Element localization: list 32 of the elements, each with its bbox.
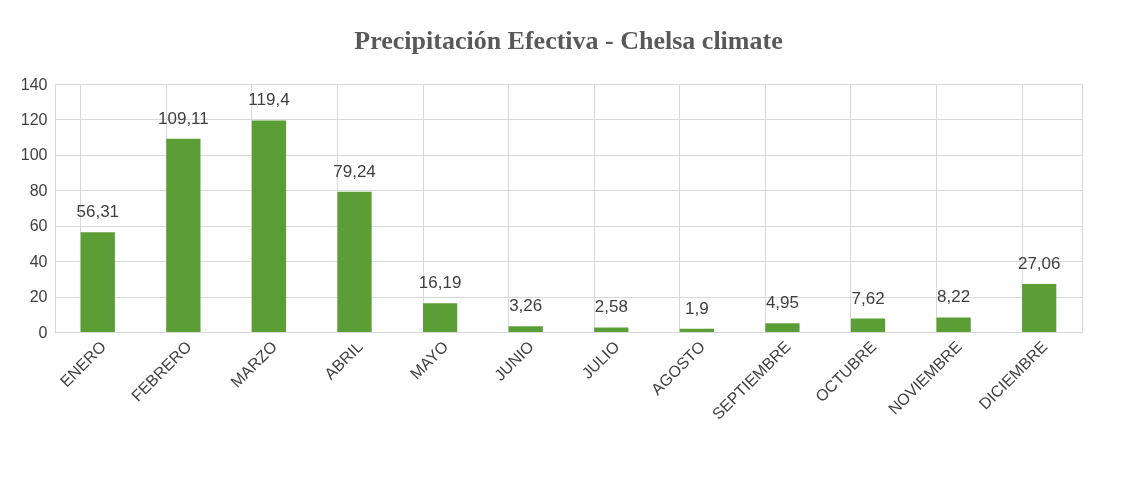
y-tick-label: 140 bbox=[20, 75, 48, 93]
data-label: 27,06 bbox=[1017, 254, 1061, 274]
y-tick-label: 20 bbox=[29, 288, 48, 306]
bar bbox=[936, 317, 971, 332]
data-label: 56,31 bbox=[76, 202, 120, 222]
bar bbox=[508, 326, 543, 332]
bar bbox=[1022, 284, 1057, 332]
data-label: 4,95 bbox=[765, 293, 800, 313]
data-label: 2,58 bbox=[594, 297, 628, 317]
data-label: 8,22 bbox=[937, 287, 971, 307]
bar bbox=[765, 323, 800, 332]
y-tick-label: 120 bbox=[20, 110, 48, 128]
data-label: 109,11 bbox=[158, 108, 209, 128]
y-tick-label: 60 bbox=[29, 217, 48, 235]
bar bbox=[337, 191, 372, 332]
y-tick-label: 100 bbox=[20, 146, 48, 164]
bar bbox=[251, 120, 287, 332]
bar bbox=[423, 303, 458, 332]
bar bbox=[850, 318, 886, 332]
data-label: 1,9 bbox=[685, 298, 709, 318]
data-label: 7,62 bbox=[851, 288, 885, 308]
data-label: 16,19 bbox=[418, 273, 462, 293]
y-tick-label: 80 bbox=[29, 181, 48, 199]
data-label: 79,24 bbox=[333, 161, 376, 181]
y-tick-label: 0 bbox=[38, 323, 48, 341]
data-label: 119,4 bbox=[248, 90, 290, 110]
bar bbox=[80, 232, 115, 332]
bar bbox=[166, 138, 201, 332]
y-tick-label: 40 bbox=[29, 252, 48, 270]
chart-title: Precipitación Efectiva - Chelsa climate bbox=[354, 26, 783, 55]
bar bbox=[594, 327, 629, 332]
data-label: 3,26 bbox=[509, 296, 543, 316]
